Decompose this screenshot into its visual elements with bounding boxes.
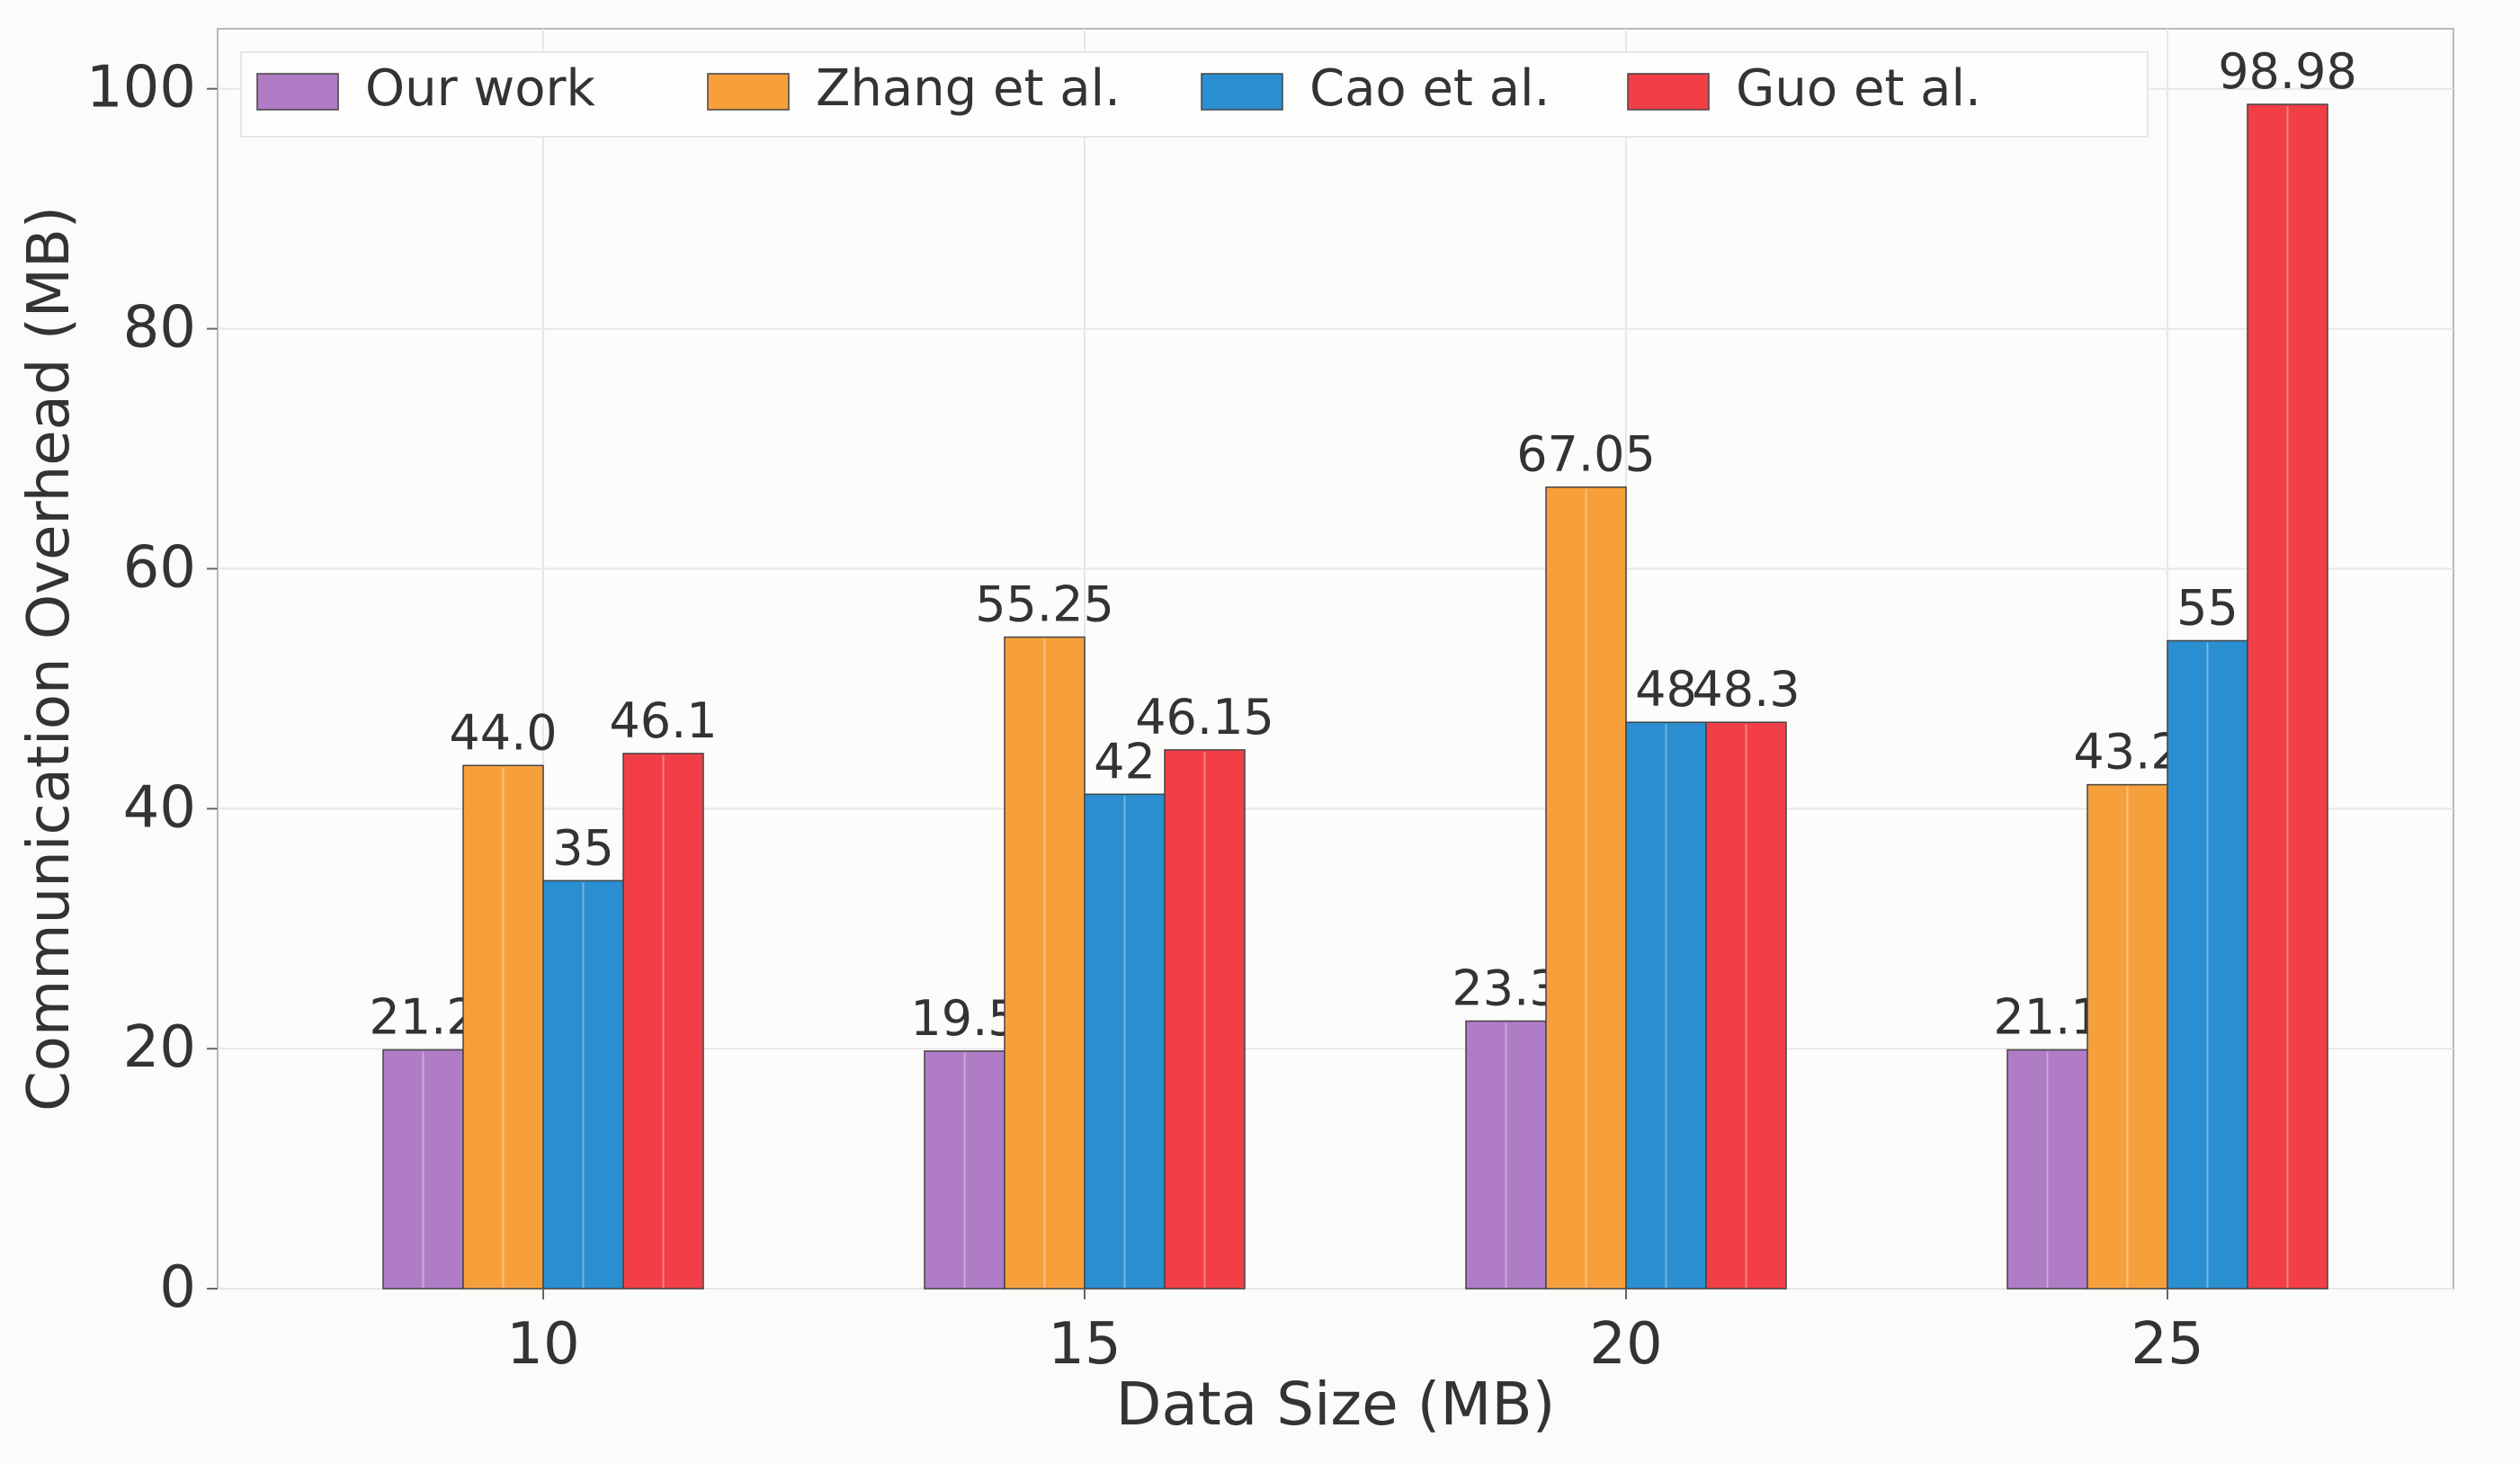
- legend-swatch-cao-et-al-: [1201, 73, 1283, 111]
- bar-zhang-et-al--20: [1545, 486, 1627, 1290]
- value-label-0-2: 23.3: [1452, 960, 1559, 1016]
- legend-label-our-work: Our work: [365, 59, 595, 118]
- value-label-0-0: 21.2: [369, 988, 477, 1045]
- y-tick-label-3: 60: [123, 534, 196, 601]
- legend-label-guo-et-al-: Guo et al.: [1736, 59, 1981, 118]
- bar-guo-et-al--10: [622, 753, 704, 1290]
- bar-cao-et-al--15: [1084, 793, 1166, 1290]
- bar-guo-et-al--25: [2247, 103, 2328, 1290]
- bar-zhang-et-al--25: [2087, 783, 2168, 1290]
- bar-guo-et-al--15: [1164, 749, 1246, 1290]
- value-label-2-3: 55: [2176, 579, 2239, 636]
- bar-zhang-et-al--15: [1004, 636, 1086, 1290]
- value-label-1-1: 55.25: [975, 576, 1114, 632]
- legend-label-cao-et-al-: Cao et al.: [1309, 59, 1550, 118]
- y-tick-label-2: 40: [123, 774, 196, 841]
- y-tick-label-4: 80: [123, 295, 196, 362]
- value-label-2-0: 35: [552, 819, 614, 876]
- x-axis-title: Data Size (MB): [1116, 1370, 1556, 1439]
- value-label-2-1: 42: [1094, 733, 1156, 790]
- bar-our-work-25: [2006, 1049, 2088, 1290]
- legend-box: [240, 51, 2149, 138]
- value-label-1-3: 43.2: [2073, 724, 2181, 781]
- value-label-2-2: 48: [1635, 661, 1697, 718]
- bar-our-work-10: [382, 1049, 464, 1290]
- x-tick-label-0: 10: [506, 1311, 579, 1378]
- bar-our-work-15: [924, 1050, 1005, 1290]
- value-label-3-2: 48.3: [1692, 661, 1800, 718]
- x-tick-label-3: 25: [2131, 1311, 2203, 1378]
- value-label-0-3: 21.1: [1993, 988, 2101, 1045]
- value-label-3-0: 46.1: [609, 692, 717, 749]
- value-label-3-3: 98.98: [2218, 43, 2357, 100]
- bar-guo-et-al--20: [1705, 721, 1787, 1290]
- bar-cao-et-al--20: [1625, 721, 1707, 1290]
- bar-our-work-20: [1465, 1020, 1547, 1290]
- bar-cao-et-al--10: [542, 879, 624, 1290]
- value-label-0-1: 19.5: [910, 990, 1018, 1047]
- x-tick-label-1: 15: [1048, 1311, 1121, 1378]
- legend-swatch-our-work: [256, 73, 339, 111]
- value-label-3-1: 46.15: [1135, 689, 1274, 745]
- y-tick-label-0: 0: [159, 1254, 196, 1321]
- bar-cao-et-al--25: [2167, 639, 2248, 1290]
- value-label-1-0: 44.0: [449, 704, 557, 761]
- y-axis-title: Communication Overhead (MB): [16, 206, 83, 1111]
- legend-swatch-zhang-et-al-: [707, 73, 790, 111]
- x-tick-label-2: 20: [1589, 1311, 1662, 1378]
- bar-zhang-et-al--10: [462, 764, 544, 1290]
- y-tick-label-5: 100: [86, 55, 196, 121]
- legend-swatch-guo-et-al-: [1627, 73, 1710, 111]
- value-label-1-2: 67.05: [1516, 426, 1656, 483]
- y-tick-label-1: 20: [123, 1014, 196, 1081]
- legend-label-zhang-et-al-: Zhang et al.: [816, 59, 1121, 118]
